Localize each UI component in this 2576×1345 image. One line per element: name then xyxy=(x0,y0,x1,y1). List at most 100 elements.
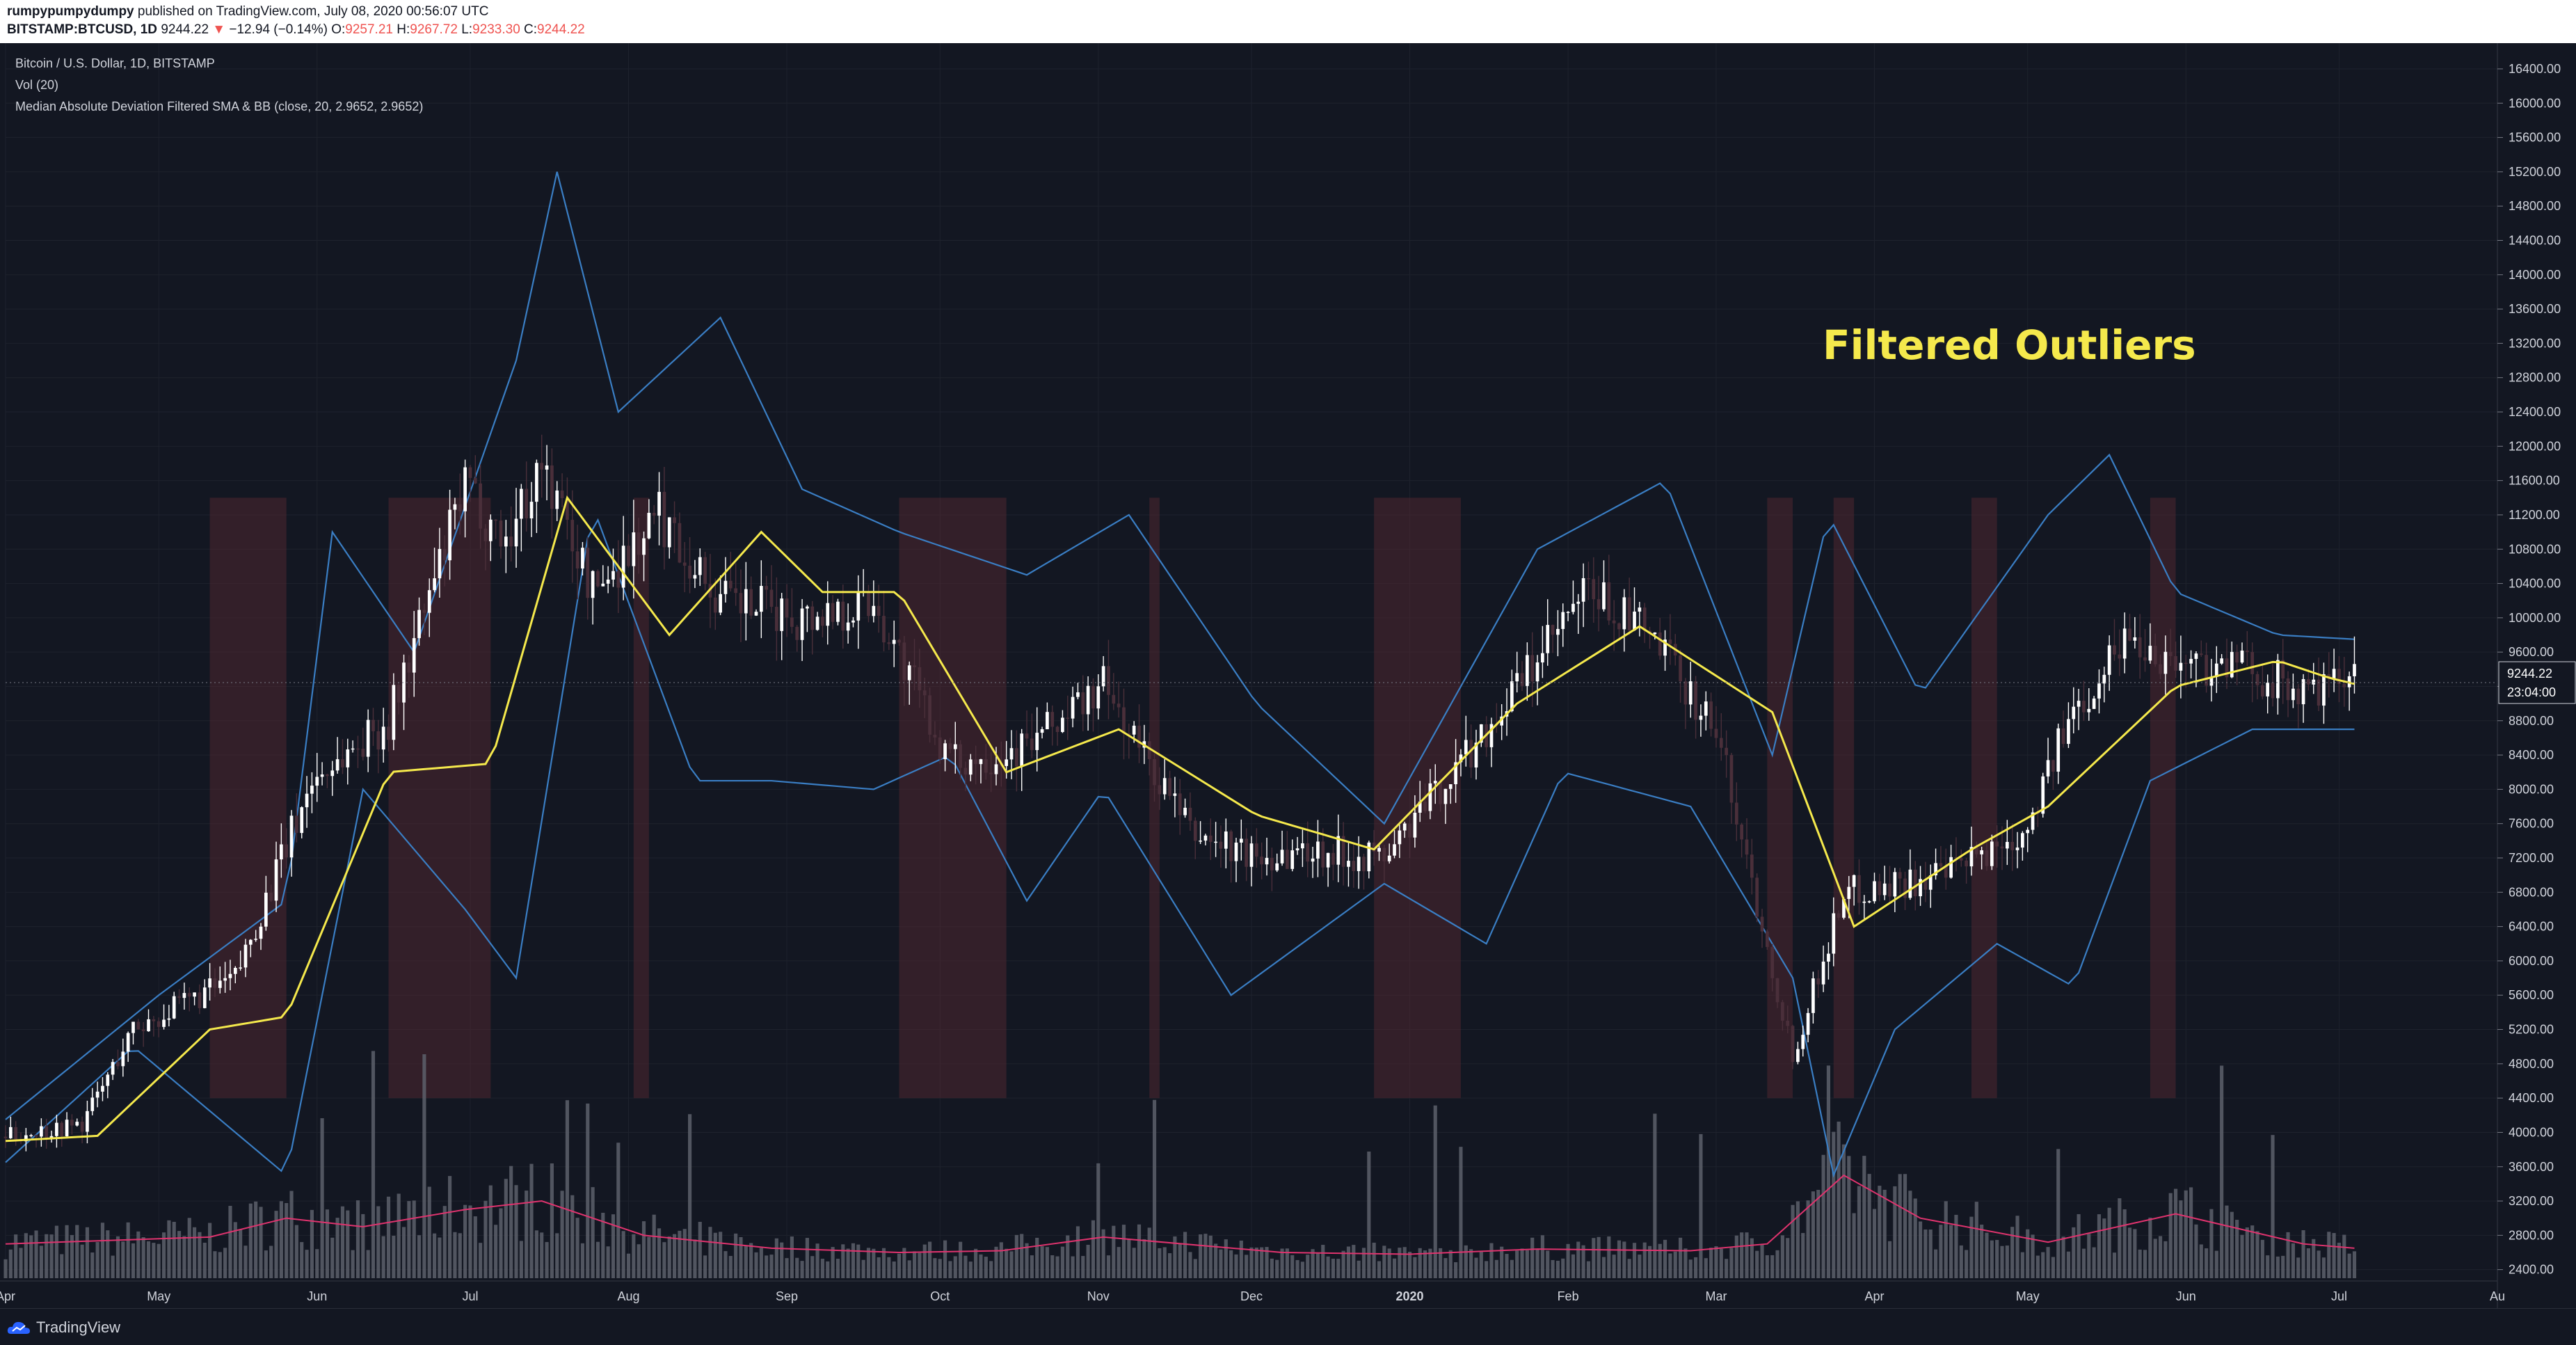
legend-title[interactable]: Bitcoin / U.S. Dollar, 1D, BITSTAMP xyxy=(15,56,215,70)
candle-up xyxy=(417,610,421,639)
volume-bar xyxy=(2122,1209,2127,1278)
candle-up xyxy=(1526,655,1529,686)
candle-down xyxy=(356,748,360,750)
candle-up xyxy=(621,546,625,588)
candle-up xyxy=(121,1051,125,1067)
candle-down xyxy=(1734,802,1738,825)
volume-bar xyxy=(897,1253,902,1278)
volume-bar xyxy=(872,1248,876,1278)
legend-indicator[interactable]: Median Absolute Deviation Filtered SMA &… xyxy=(15,100,424,113)
volume-bar xyxy=(1433,1105,1437,1278)
candle-up xyxy=(1704,701,1708,716)
candle-up xyxy=(1275,863,1279,870)
candle-up xyxy=(529,502,534,519)
volume-bar xyxy=(846,1248,850,1278)
volume-bar xyxy=(739,1236,743,1278)
volume-bar xyxy=(1980,1225,1984,1278)
candle-down xyxy=(749,589,753,616)
candle-down xyxy=(2307,679,2310,685)
candle-down xyxy=(2205,655,2208,686)
candle-down xyxy=(841,601,845,631)
candle-up xyxy=(1132,725,1136,735)
legend-volume[interactable]: Vol (20) xyxy=(15,78,59,92)
candle-down xyxy=(371,719,375,731)
candle-down xyxy=(1760,916,1764,932)
price-tick-label: 14800.00 xyxy=(2509,199,2561,213)
annotation-text[interactable]: Filtered Outliers xyxy=(1823,321,2196,369)
candle-down xyxy=(1714,729,1718,738)
candle-down xyxy=(1694,681,1697,720)
candle-down xyxy=(2061,728,2065,745)
volume-bar xyxy=(1025,1243,1029,1278)
outlier-zone xyxy=(633,498,649,1099)
price-tick-label: 3200.00 xyxy=(2509,1194,2554,1208)
candle-down xyxy=(198,992,202,1008)
candle-up xyxy=(514,518,518,547)
volume-bar xyxy=(734,1233,738,1278)
tradingview-logo[interactable]: TradingView xyxy=(7,1319,120,1337)
candle-up xyxy=(1806,1012,1810,1035)
candle-up xyxy=(1020,733,1024,767)
volume-bar xyxy=(1392,1258,1397,1278)
volume-bar xyxy=(427,1186,431,1278)
candle-down xyxy=(627,546,630,566)
volume-bar xyxy=(111,1255,115,1278)
candle-up xyxy=(1326,852,1330,868)
volume-bar xyxy=(1898,1174,1902,1278)
candle-up xyxy=(2312,679,2316,685)
time-axis: Apr May Jun Jul Aug Sep Oct Nov Dec 2020 Feb Mar Apr… xyxy=(0,1280,2505,1303)
volume-bar xyxy=(989,1261,993,1278)
volume-bar xyxy=(1300,1262,1304,1278)
volume-bar xyxy=(248,1203,253,1278)
candle-down xyxy=(2235,651,2239,663)
candle-down xyxy=(2118,654,2122,659)
outlier-zone xyxy=(1767,498,1793,1099)
volume-bar xyxy=(1770,1255,1775,1278)
volume-bar xyxy=(1321,1245,1325,1278)
candle-up xyxy=(438,548,442,579)
volume-bar xyxy=(65,1225,69,1278)
candle-down xyxy=(1137,725,1141,748)
volume-bar xyxy=(161,1232,166,1278)
volume-bar xyxy=(1030,1255,1034,1278)
volume-bar xyxy=(2235,1220,2239,1278)
volume-bar xyxy=(2332,1233,2336,1278)
candle-up xyxy=(1336,836,1341,865)
candle-down xyxy=(2245,651,2249,653)
candle-up xyxy=(2031,812,2035,830)
chart-area[interactable]: 2400.00 2800.00 3200.00 3600.00 4000.00 4400.… xyxy=(0,43,2576,1308)
candle-down xyxy=(2271,683,2275,699)
volume-bar xyxy=(24,1233,28,1278)
volume-bar xyxy=(999,1242,1003,1278)
candle-down xyxy=(1729,755,1734,803)
candle-up xyxy=(1393,844,1396,856)
volume-bar xyxy=(310,1209,314,1278)
candle-up xyxy=(2015,847,2019,850)
candle-up xyxy=(1398,830,1402,845)
volume-bar xyxy=(519,1241,523,1278)
candle-up xyxy=(1949,857,1953,878)
candle-down xyxy=(1178,793,1182,815)
volume-bar xyxy=(233,1222,237,1278)
candle-down xyxy=(1607,582,1611,621)
candle-down xyxy=(1050,712,1055,727)
volume-bar xyxy=(422,1054,426,1278)
volume-bar xyxy=(2081,1248,2086,1278)
volume-bar xyxy=(1806,1200,1810,1278)
price-tick-label: 11600.00 xyxy=(2509,474,2560,488)
volume-bar xyxy=(1571,1254,1575,1278)
candle-up xyxy=(346,749,350,767)
candle-up xyxy=(1546,625,1550,653)
volume-bar xyxy=(749,1243,753,1278)
volume-bar xyxy=(1459,1147,1463,1278)
candle-up xyxy=(167,1018,171,1020)
volume-bar xyxy=(1612,1255,1616,1278)
volume-bar xyxy=(1745,1232,1749,1278)
volume-bar xyxy=(1601,1257,1606,1278)
candle-down xyxy=(688,566,691,579)
author-name[interactable]: rumpypumpydumpy xyxy=(7,4,134,19)
candle-up xyxy=(1316,841,1320,859)
chart-svg[interactable]: 2400.00 2800.00 3200.00 3600.00 4000.00 4400.… xyxy=(0,43,2576,1308)
candle-up xyxy=(1086,685,1090,715)
volume-bar xyxy=(1454,1262,1458,1278)
